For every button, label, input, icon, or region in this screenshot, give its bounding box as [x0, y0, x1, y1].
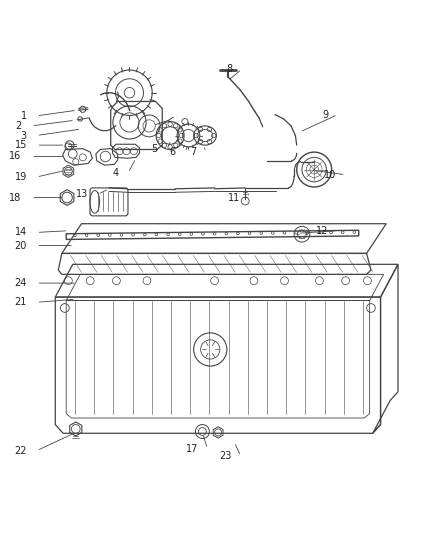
Text: 5: 5	[152, 143, 158, 154]
Text: 22: 22	[14, 446, 27, 456]
Text: 17: 17	[186, 444, 198, 454]
Text: 23: 23	[219, 451, 231, 462]
Text: 24: 24	[14, 278, 27, 288]
Text: 2: 2	[15, 121, 21, 131]
Text: 4: 4	[113, 168, 119, 177]
Text: 15: 15	[14, 140, 27, 150]
Text: 7: 7	[190, 147, 196, 157]
Text: 12: 12	[316, 225, 328, 236]
Text: 8: 8	[226, 64, 232, 74]
Text: 18: 18	[9, 192, 21, 203]
Text: 11: 11	[228, 192, 240, 203]
Text: 19: 19	[14, 172, 27, 182]
Text: 1: 1	[21, 111, 27, 121]
Text: 9: 9	[322, 110, 328, 119]
Text: 21: 21	[14, 297, 27, 308]
Text: 3: 3	[21, 131, 27, 141]
Text: 16: 16	[9, 151, 21, 161]
Text: 20: 20	[14, 240, 27, 251]
Text: 10: 10	[324, 170, 336, 180]
Text: 6: 6	[169, 147, 175, 157]
Text: 13: 13	[76, 189, 88, 199]
Text: 14: 14	[14, 228, 27, 237]
